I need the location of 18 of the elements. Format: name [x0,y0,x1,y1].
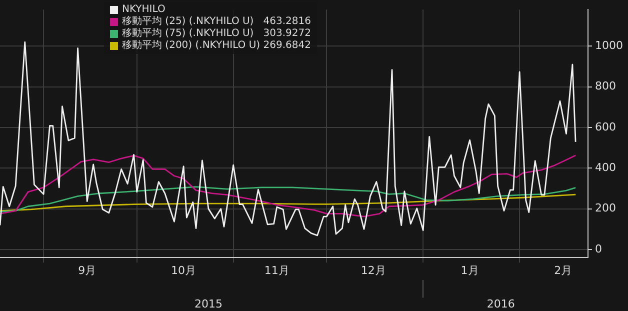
x-tick-label: 9月 [78,264,96,278]
x2-tick-label: 2015 [194,297,222,310]
y-tick-label: 800 [595,80,616,93]
x-tick-label: 2月 [554,264,572,278]
y-tick-label: 0 [595,242,602,256]
x2-tick-label: 2016 [486,297,515,310]
x-tick-label: 1月 [460,264,479,278]
y-tick-label: 400 [595,161,616,174]
y-tick-label: 1000 [595,39,624,52]
legend-label: NKYHILO [122,4,166,16]
x-tick-label: 12月 [360,264,386,278]
legend-label: 移動平均 (75) (.NKYHILO U) 303.9272 [122,28,311,40]
x-tick-label: 10月 [171,264,196,278]
x-tick-label: 11月 [264,264,290,278]
y-tick-label: 600 [595,120,616,134]
legend-label: 移動平均 (25) (.NKYHILO U) 463.2816 [122,16,311,28]
legend-label: 移動平均 (200) (.NKYHILO U) 269.6842 [122,40,311,52]
y-tick-label: 200 [595,202,616,215]
